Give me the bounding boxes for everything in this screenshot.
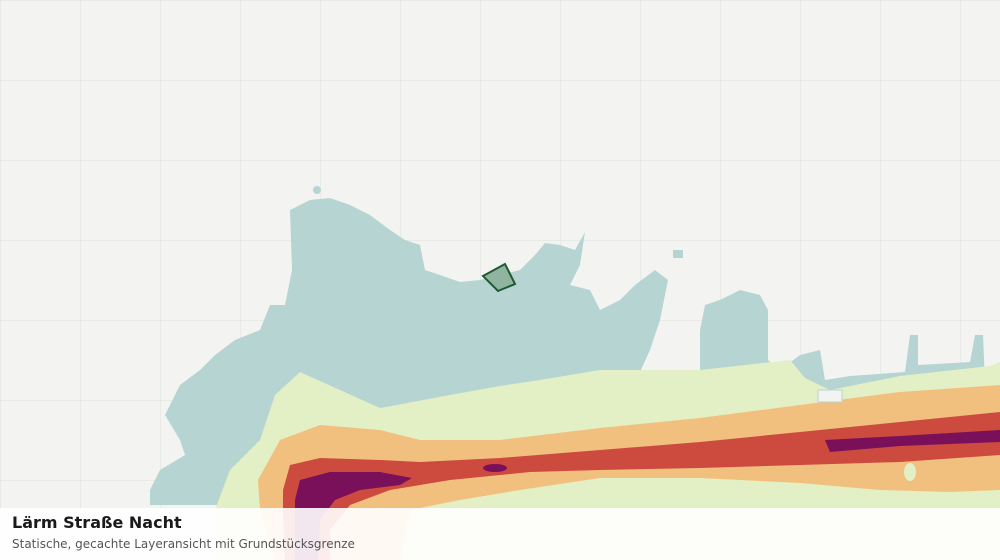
noise-band-peak bbox=[295, 430, 1000, 560]
building bbox=[817, 389, 843, 403]
map-subtitle: Statische, gecachte Layeransicht mit Gru… bbox=[12, 537, 355, 551]
parcel-boundary bbox=[481, 262, 517, 293]
gap bbox=[904, 463, 916, 481]
noise-band-mid bbox=[258, 385, 1000, 560]
caption-panel bbox=[0, 508, 1000, 560]
noise-band-high bbox=[283, 412, 1000, 560]
map-title: Lärm Straße Nacht bbox=[12, 513, 182, 532]
water-area bbox=[150, 186, 1000, 505]
